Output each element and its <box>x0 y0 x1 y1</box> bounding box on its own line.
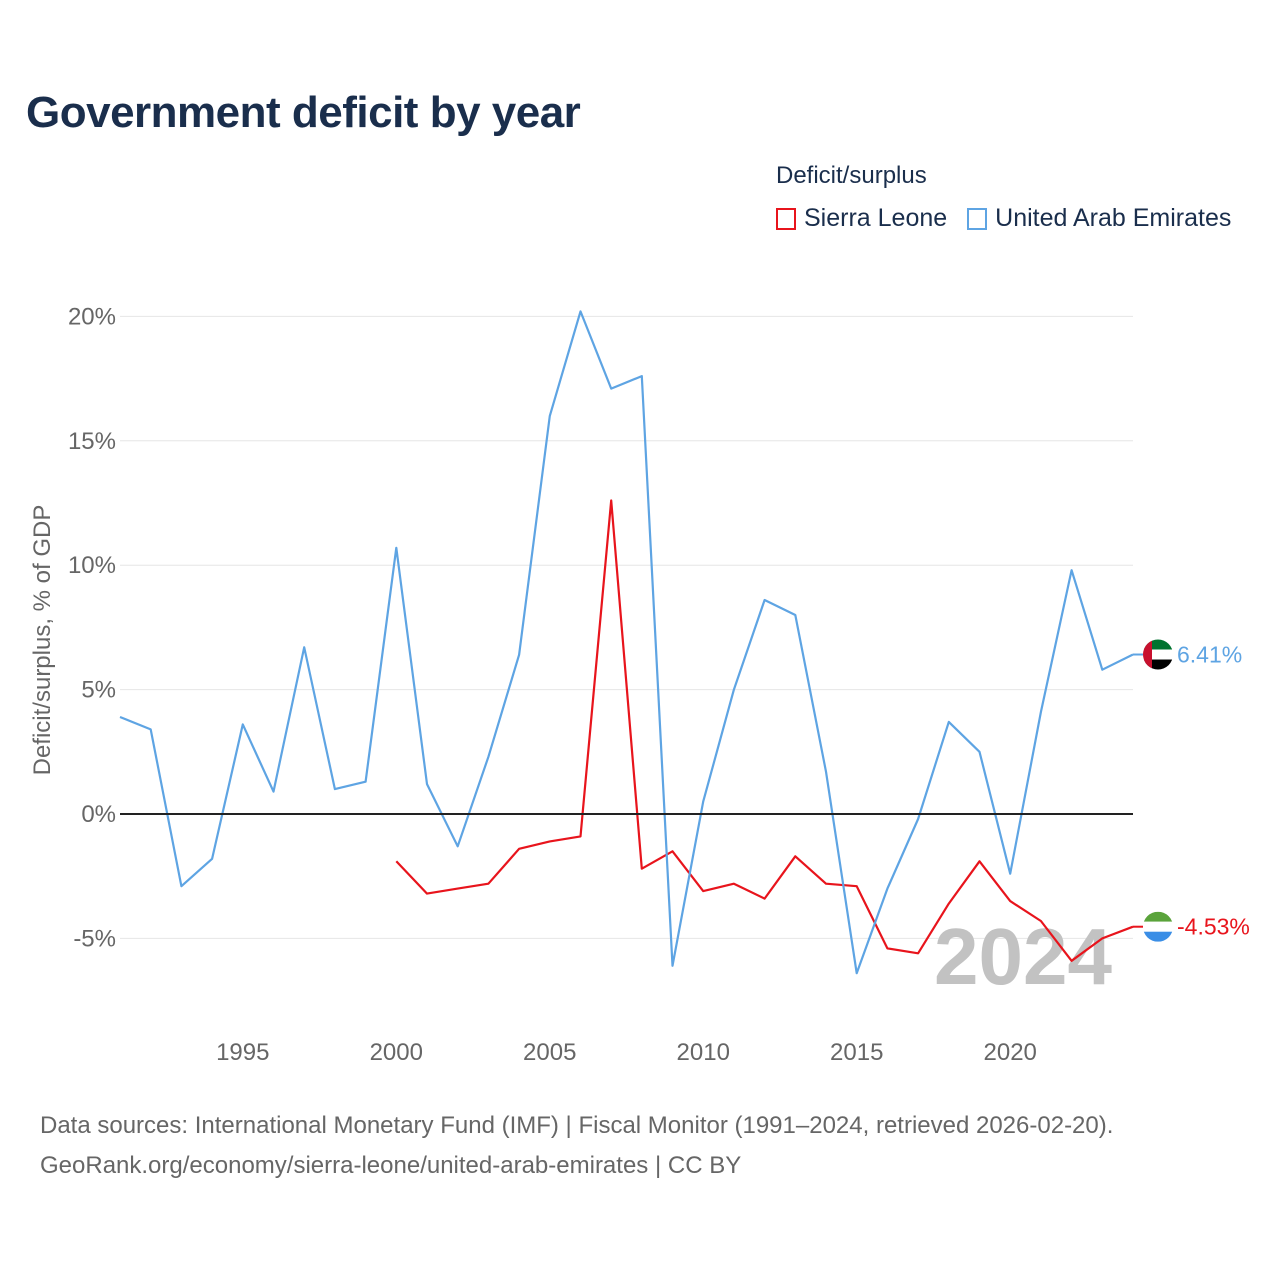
y-tick-label: 15% <box>68 428 116 455</box>
y-tick-label: 10% <box>68 552 116 579</box>
legend-title: Deficit/surplus <box>776 162 927 189</box>
legend-swatch-uae <box>967 207 988 230</box>
series-line-sierra-leone <box>395 499 1134 962</box>
legend-swatch-sierra-leone <box>776 207 796 230</box>
footer: Data sources: International Monetary Fun… <box>40 1106 1113 1186</box>
y-tick-label: 20% <box>68 303 116 330</box>
x-tick-label: 2010 <box>677 1039 730 1066</box>
x-tick-label: 2005 <box>523 1039 576 1066</box>
y-axis-label: Deficit/surplus, % of GDP <box>29 505 56 776</box>
legend-label-sierra-leone: Sierra Leone <box>804 204 948 232</box>
sierra-leone-flag-icon <box>1143 911 1173 942</box>
y-tick-label: -5% <box>73 925 116 952</box>
uae-flag-icon <box>1143 639 1173 670</box>
x-tick-label: 2015 <box>830 1039 883 1066</box>
legend-label-uae: United Arab Emirates <box>995 204 1232 232</box>
axis-layer: -5% 0% 5% 10% 15% 20% 1995 2000 2005 2010 2015 2020 <box>68 303 1133 1066</box>
legend: Sierra Leone United Arab Emirates <box>776 204 1251 233</box>
footer-sources: Data sources: International Monetary Fun… <box>40 1112 1114 1139</box>
legend-item-uae[interactable]: United Arab Emirates <box>967 204 1231 233</box>
chart-title: Government deficit by year <box>26 88 581 137</box>
series-line-uae <box>119 310 1134 975</box>
grid-layer <box>120 315 1133 939</box>
x-tick-label: 1995 <box>216 1039 269 1066</box>
year-watermark: 2024 <box>934 912 1112 1001</box>
footer-link[interactable]: GeoRank.org/economy/sierra-leone/united-… <box>40 1152 742 1179</box>
series-layer: -4.53% 6.41% <box>119 310 1250 975</box>
y-tick-label: 5% <box>81 677 116 704</box>
end-value-label: -4.53% <box>1177 914 1250 940</box>
end-value-label: 6.41% <box>1177 642 1242 668</box>
y-tick-label: 0% <box>81 801 116 828</box>
x-tick-label: 2000 <box>370 1039 423 1066</box>
legend-item-sierra-leone[interactable]: Sierra Leone <box>776 204 947 233</box>
x-tick-label: 2020 <box>984 1039 1037 1066</box>
